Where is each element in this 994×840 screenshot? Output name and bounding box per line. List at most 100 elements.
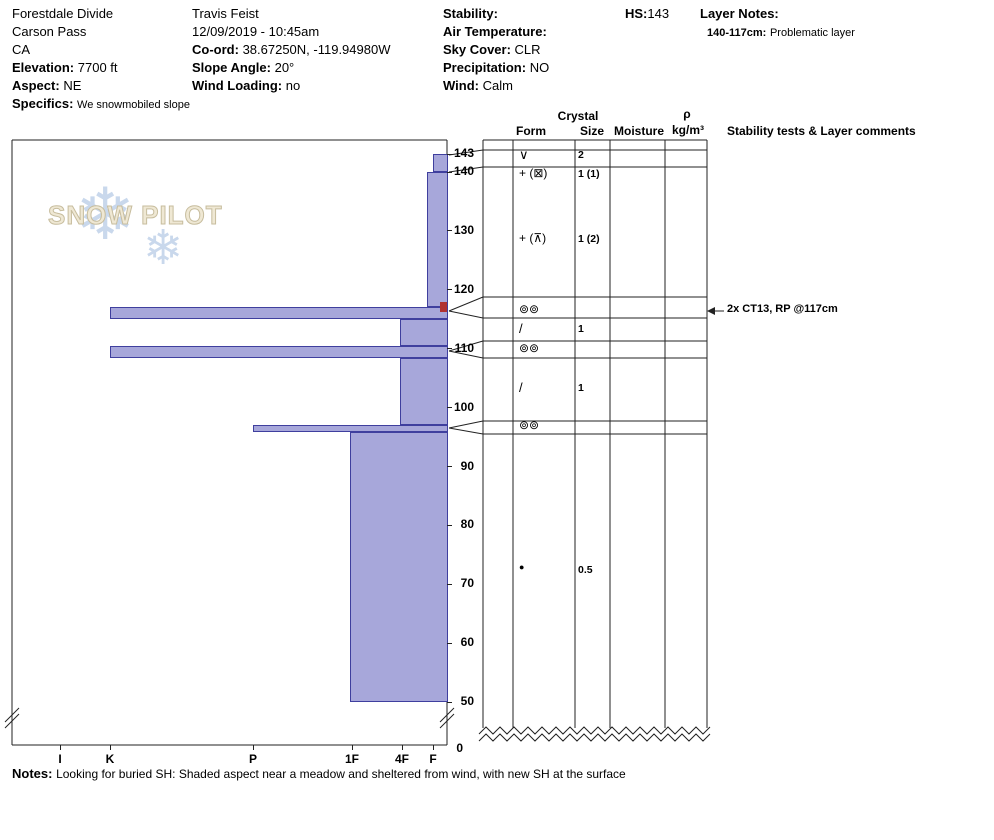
watermark-text: SNOW PILOT — [48, 200, 223, 231]
aspect-value: NE — [63, 78, 82, 93]
grain-size-value: 1 — [578, 323, 584, 335]
depth-label: 80 — [460, 517, 474, 532]
stability-column-header: Stability tests & Layer comments — [727, 124, 916, 138]
depth-tick — [447, 171, 452, 173]
hardness-tick — [351, 745, 353, 750]
elevation-row: Elevation: 7700 ft — [12, 59, 190, 77]
hardness-label: K — [105, 752, 115, 766]
hardness-tick — [432, 745, 434, 750]
layer-note-row: 140-117cm: Problematic layer — [700, 23, 855, 42]
grain-form-symbol: ● — [519, 562, 525, 572]
observation-datetime: 12/09/2019 - 10:45am — [192, 24, 320, 39]
header-conditions-column: Stability: Air Temperature: Sky Cover: C… — [443, 5, 549, 95]
snowpilot-watermark: ❄ ❄ SNOW PILOT — [45, 175, 265, 288]
layer-notes-label: Layer Notes: — [700, 6, 779, 21]
depth-tick — [447, 466, 452, 467]
depth-label: 130 — [453, 222, 474, 237]
hardness-tick — [252, 745, 254, 750]
coord-label: Co-ord: — [192, 42, 239, 57]
depth-label: 60 — [460, 635, 474, 650]
layer-bar — [110, 307, 448, 320]
wind-loading-label: Wind Loading: — [192, 78, 283, 93]
depth-tick — [447, 289, 452, 291]
location-state: CA — [12, 42, 31, 57]
wind-label: Wind: — [443, 78, 479, 93]
grain-size-value: 1 — [578, 382, 584, 394]
layer-bar — [399, 319, 448, 346]
grain-size-value: 2 — [578, 149, 584, 161]
layer-note-range: 140-117cm: — [707, 27, 767, 39]
location-region: Carson Pass — [12, 24, 87, 39]
notes-label: Notes: — [12, 766, 53, 781]
grain-size-value: 1 (1) — [578, 168, 600, 180]
coord-row: Co-ord: 38.67250N, -119.94980W — [192, 41, 390, 59]
grain-form-symbol: ⊚⊚ — [519, 341, 540, 355]
layer-bar — [253, 425, 448, 433]
depth-tick — [447, 153, 452, 155]
aspect-row: Aspect: NE — [12, 77, 190, 95]
sky-cover-row: Sky Cover: CLR — [443, 41, 549, 59]
layer-bar — [426, 172, 448, 308]
elevation-value: 7700 ft — [77, 60, 118, 75]
hardness-label: 4F — [394, 752, 409, 766]
precip-label: Precipitation: — [443, 60, 527, 75]
depth-label: 140 — [453, 164, 474, 178]
stability-row: Stability: — [443, 5, 549, 23]
hs-row: HS:143 — [625, 5, 669, 23]
wind-loading-row: Wind Loading: no — [192, 77, 390, 95]
layer-bar — [350, 432, 448, 703]
notes-row: Notes: Looking for buried SH: Shaded asp… — [12, 766, 626, 781]
depth-label: 90 — [460, 458, 474, 473]
header-observer-column: Travis Feist 12/09/2019 - 10:45am Co-ord… — [192, 5, 390, 95]
notes-text: Looking for buried SH: Shaded aspect nea… — [56, 767, 626, 781]
depth-label: 110 — [454, 340, 474, 355]
wind-loading-value: no — [285, 78, 301, 93]
depth-tick — [447, 524, 452, 526]
grain-size-value: 1 (2) — [578, 233, 600, 245]
hardness-label: I — [58, 752, 62, 766]
depth-label: 143 — [453, 146, 474, 161]
depth-label: 100 — [453, 399, 474, 414]
depth-label: 120 — [453, 281, 474, 296]
hardness-label: P — [248, 752, 257, 766]
wind-row: Wind: Calm — [443, 77, 549, 95]
air-temp-row: Air Temperature: — [443, 23, 549, 41]
slope-angle-label: Slope Angle: — [192, 60, 271, 75]
test-arrow-icon — [707, 307, 715, 315]
depth-tick — [447, 583, 452, 585]
density-units-header: kg/m³ — [671, 123, 705, 137]
grain-form-symbol: ∨ — [519, 147, 529, 162]
density-symbol-header: ρ — [683, 107, 691, 121]
hs-value: 143 — [647, 6, 670, 21]
specifics-row: Specifics: We snowmobiled slope — [12, 95, 190, 114]
hardness-tick — [401, 745, 403, 750]
header-layer-notes-column: Layer Notes: 140-117cm: Problematic laye… — [700, 5, 855, 42]
elevation-label: Elevation: — [12, 60, 75, 75]
depth-tick — [447, 230, 452, 232]
grain-size-value: 0.5 — [578, 564, 593, 576]
grain-form-symbol: / — [519, 321, 523, 336]
grain-form-symbol: + (⊠) — [519, 166, 548, 180]
location-name: Forestdale Divide — [12, 6, 114, 21]
coord-value: 38.67250N, -119.94980W — [242, 42, 391, 57]
depth-tick — [447, 348, 452, 350]
depth-tick — [447, 701, 452, 703]
hardness-tick — [109, 745, 111, 750]
depth-tick — [447, 407, 452, 409]
snowflake-icon: ❄ — [75, 175, 136, 255]
depth-zero-label: 0 — [456, 741, 463, 755]
depth-tick — [447, 642, 452, 644]
layer-bar — [433, 154, 448, 172]
depth-scale-break-zigzag — [478, 726, 711, 735]
hardness-tick — [59, 745, 61, 750]
sky-cover-value: CLR — [514, 42, 541, 57]
hardness-label: 1F — [344, 752, 359, 766]
depth-scale-break-zigzag — [478, 733, 711, 742]
grain-form-symbol: ⊚⊚ — [519, 418, 540, 432]
header-hs-column: HS:143 — [625, 5, 669, 23]
moisture-column-header: Moisture — [613, 124, 665, 138]
specifics-label: Specifics: — [12, 96, 74, 111]
aspect-label: Aspect: — [12, 78, 60, 93]
